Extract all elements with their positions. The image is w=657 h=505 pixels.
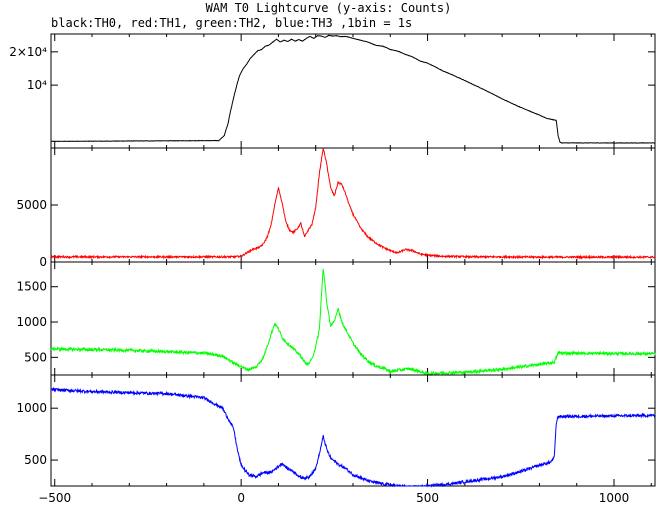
panel-frame-th2 <box>50 261 656 376</box>
y-tick-label: 0 <box>39 255 47 269</box>
y-tick-label: 1000 <box>16 401 47 415</box>
x-tick-label: 0 <box>237 491 245 505</box>
chart-title: WAM T0 Lightcurve (y-axis: Counts) <box>205 1 452 15</box>
series-line-th2 <box>50 268 656 377</box>
panel-frame-th0 <box>50 33 656 149</box>
x-tick-label: −500 <box>38 491 71 505</box>
y-tick-label: 500 <box>24 453 47 467</box>
y-tick-label: 5000 <box>16 198 47 212</box>
panel-frame-th3 <box>50 374 656 487</box>
series-line-th3 <box>50 386 656 488</box>
series-line-th0 <box>50 34 656 144</box>
y-tick-label: 1000 <box>16 315 47 329</box>
chart-subtitle: black:TH0, red:TH1, green:TH2, blue:TH3 … <box>51 16 413 30</box>
y-tick-label: 500 <box>24 350 47 364</box>
panel-frame-th1 <box>50 147 656 263</box>
y-tick-label: 10⁴ <box>27 78 47 92</box>
series-line-th1 <box>50 148 656 260</box>
x-tick-label: 1000 <box>599 491 630 505</box>
y-tick-label: 1500 <box>16 280 47 294</box>
y-tick-label: 2×10⁴ <box>9 45 47 59</box>
x-tick-label: 500 <box>416 491 439 505</box>
